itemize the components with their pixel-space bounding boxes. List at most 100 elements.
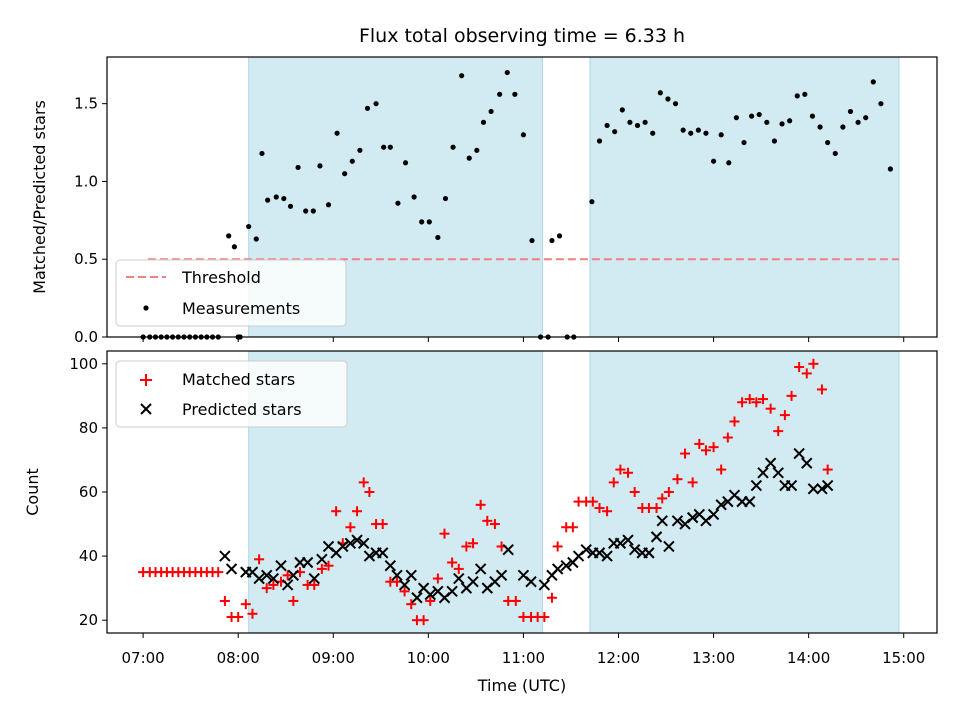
measurement-point	[317, 163, 323, 169]
y-tick-label: 80	[79, 419, 98, 437]
predicted-star-point	[446, 585, 458, 598]
count-y-axis-label: Count	[23, 468, 42, 516]
measurements-legend-swatch	[143, 305, 149, 311]
count-points	[138, 358, 834, 626]
ratio-x-ticks	[142, 337, 905, 342]
matched-star-point	[758, 394, 769, 405]
y-tick-label: 60	[79, 483, 98, 501]
predicted-star-point	[622, 534, 634, 546]
predicted-star-point	[363, 550, 376, 562]
measurement-point	[435, 234, 441, 241]
matched-star-point	[801, 368, 812, 379]
measurement-point	[474, 147, 480, 153]
y-tick-label: 40	[79, 547, 98, 565]
predicted-star-point	[377, 547, 389, 559]
matched-star-point	[602, 506, 613, 517]
predicted-star-point	[287, 569, 300, 582]
matched-star-point	[331, 506, 342, 517]
matched-star-point	[737, 397, 748, 408]
measurement-point	[840, 124, 846, 130]
predicted-star-point	[614, 537, 627, 549]
ratio-panel-frame	[106, 56, 938, 338]
predicted-star-point	[764, 457, 777, 469]
matched-star-point	[489, 519, 500, 530]
matched-star-point	[453, 563, 464, 574]
predicted-star-point	[424, 588, 436, 601]
matched-star-point	[475, 499, 486, 510]
matched-star-point	[323, 560, 334, 571]
measurement-point	[303, 208, 309, 214]
predicted-star-point	[801, 457, 813, 469]
measurement-point	[480, 119, 487, 125]
measurement-point	[779, 121, 785, 127]
matched-star-point	[822, 464, 833, 475]
measurement-point	[231, 244, 237, 250]
measurement-point	[794, 93, 800, 99]
x-tick-label: 14:00	[787, 649, 830, 667]
matched-star-point	[716, 464, 727, 475]
measurement-point	[226, 233, 232, 239]
matched-star-point	[418, 615, 429, 626]
matched-star-point	[309, 579, 320, 590]
matched-star-point	[567, 522, 578, 533]
count-y-ticks: 20 40 60 80 100	[69, 355, 107, 629]
predicted-star-point	[785, 479, 798, 492]
matched-star-point	[744, 394, 755, 405]
matched-star-point	[751, 397, 762, 408]
measurement-point	[325, 202, 332, 208]
matched-star-point	[629, 487, 640, 497]
predicted-star-point	[301, 556, 314, 569]
predicted-star-point	[793, 447, 805, 460]
predicted-star-point	[281, 579, 294, 591]
measurement-point	[334, 130, 340, 136]
measurement-point	[619, 107, 625, 113]
y-tick-label: 0.5	[74, 250, 98, 268]
measurement-point	[265, 197, 271, 203]
matched-star-point	[651, 503, 662, 514]
count-panel: 20 40 60 80 100 07:00 08:00 09:00 10:00 11:00 12:…	[23, 350, 938, 695]
measurement-point	[556, 233, 563, 239]
y-tick-label: 100	[69, 355, 98, 373]
x-axis-label: Time (UTC)	[477, 676, 566, 695]
measurement-point	[512, 91, 518, 97]
ratio-y-ticks: 0.0 0.5 1.0 1.5	[74, 95, 107, 346]
measurement-point	[287, 203, 294, 209]
measurement-point	[710, 158, 717, 164]
measurement-point	[756, 111, 762, 118]
measurement-point	[419, 219, 425, 225]
predicted-star-point	[686, 511, 699, 524]
matched-star-point	[219, 595, 230, 606]
measurement-point	[612, 129, 618, 135]
matched-star-point	[700, 445, 711, 456]
matched-star-point	[316, 563, 327, 574]
matched-star-point	[261, 583, 272, 594]
measurements-legend-label: Measurements	[182, 299, 300, 318]
predicted-star-point	[656, 515, 668, 527]
measurement-point	[259, 150, 265, 157]
predicted-star-point	[560, 559, 572, 572]
measurement-point	[281, 195, 287, 202]
predicted-star-point	[316, 553, 328, 566]
matched-star-point	[510, 595, 521, 606]
predicted-star-point	[267, 572, 280, 585]
measurement-point	[395, 200, 401, 206]
predicted-star-point	[453, 572, 465, 585]
predicted-star-point	[750, 479, 763, 492]
observing-window-2	[589, 57, 899, 337]
measurement-point	[802, 91, 808, 97]
predicted-star-point	[663, 540, 675, 553]
matched-star-point	[663, 487, 674, 497]
measurement-point	[741, 139, 747, 146]
matched-star-point	[546, 592, 557, 603]
measurement-point	[459, 73, 465, 79]
predicted-star-point	[344, 537, 357, 549]
matched-star-point	[694, 438, 705, 449]
predicted-star-point	[593, 547, 606, 559]
predicted-star-point	[351, 534, 363, 546]
measurement-point	[529, 237, 535, 244]
matched-star-point	[425, 595, 436, 606]
matched-star-point	[729, 416, 740, 427]
predicted-star-point	[225, 563, 238, 575]
measurement-point	[426, 219, 432, 225]
predicted-star-point	[707, 508, 720, 521]
